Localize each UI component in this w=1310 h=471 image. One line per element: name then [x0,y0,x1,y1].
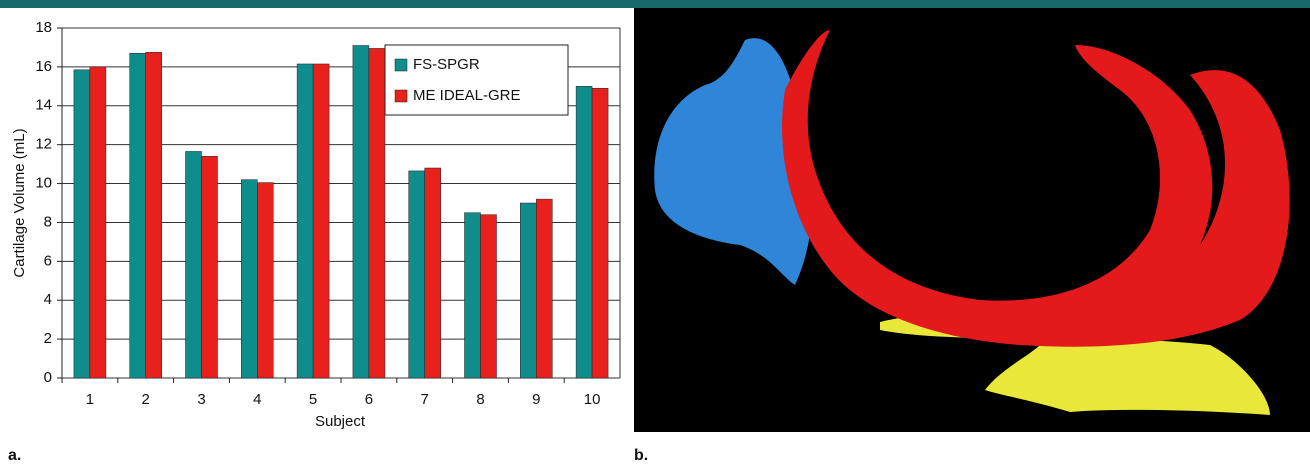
rendering-panel [634,8,1310,432]
x-tick-label: 3 [197,391,205,408]
bar [592,88,608,378]
bar [409,171,425,378]
panel-label: a. [8,447,21,464]
y-tick-label: 14 [35,97,52,114]
bar [576,86,592,378]
x-tick-label: 2 [142,391,150,408]
x-tick-label: 4 [253,391,261,408]
x-tick-label: 1 [86,391,94,408]
bar [465,213,481,378]
bar [353,46,369,379]
y-axis-title: Cartilage Volume (mL) [11,128,28,277]
bar [369,48,385,378]
bar [186,151,202,378]
bar [146,52,162,378]
bar [481,215,497,378]
legend-label: FS-SPGR [413,56,480,73]
bar [520,203,536,378]
y-tick-label: 6 [44,252,52,269]
y-tick-label: 8 [44,213,52,230]
y-tick-label: 16 [35,58,52,75]
panel-label: b. [634,447,648,464]
bar [202,156,218,378]
x-tick-label: 9 [532,391,540,408]
y-tick-label: 18 [35,19,52,36]
bar [536,199,552,378]
bar [74,70,90,378]
page: {"panel_labels": ["a.", "b."], "chart_da… [0,0,1310,471]
top-strip [0,0,1310,8]
x-tick-label: 10 [584,391,601,408]
bar [241,180,257,378]
legend-swatch [395,90,407,102]
bar [425,168,441,378]
y-tick-label: 2 [44,330,52,347]
x-axis-title: Subject [315,413,366,430]
y-tick-label: 10 [35,175,52,192]
bar [257,183,273,378]
bar [90,67,106,378]
bar [297,64,313,378]
x-tick-label: 6 [365,391,373,408]
y-tick-label: 0 [44,369,52,386]
x-tick-label: 5 [309,391,317,408]
y-tick-label: 12 [35,136,52,153]
bar [313,64,329,378]
x-tick-label: 8 [476,391,484,408]
legend-swatch [395,59,407,71]
x-tick-label: 7 [421,391,429,408]
figure: a. b. Subject Cartilage Volume (mL) 0 2 4 6… [0,0,1310,466]
bar [130,53,146,378]
legend-label: ME IDEAL-GRE [413,87,521,104]
y-tick-label: 4 [44,291,52,308]
